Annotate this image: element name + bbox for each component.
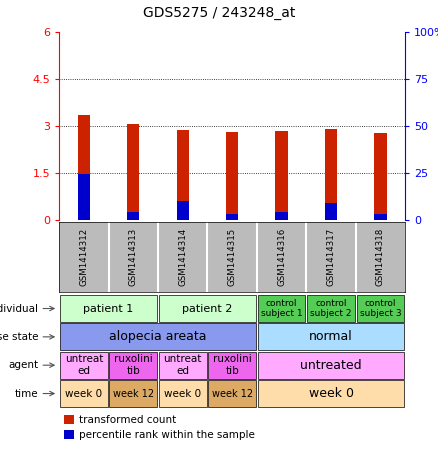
Bar <box>307 295 355 322</box>
Bar <box>374 133 387 220</box>
Bar <box>258 352 404 379</box>
Text: GDS5275 / 243248_at: GDS5275 / 243248_at <box>143 6 295 20</box>
Bar <box>60 380 108 407</box>
Text: ruxolini
tib: ruxolini tib <box>114 354 153 376</box>
Text: disease state: disease state <box>0 332 39 342</box>
Bar <box>78 115 90 220</box>
Bar <box>226 214 238 220</box>
Bar <box>208 380 256 407</box>
Text: untreat
ed: untreat ed <box>163 354 202 376</box>
Text: individual: individual <box>0 304 39 313</box>
Bar <box>325 130 337 220</box>
Text: agent: agent <box>8 360 39 370</box>
Text: untreat
ed: untreat ed <box>65 354 103 376</box>
Bar <box>177 130 189 220</box>
Text: normal: normal <box>309 330 353 343</box>
Bar <box>177 201 189 220</box>
Bar <box>357 295 404 322</box>
Text: week 12: week 12 <box>113 389 154 399</box>
Text: GSM1414312: GSM1414312 <box>79 228 88 286</box>
Bar <box>60 323 256 350</box>
Text: week 0: week 0 <box>164 389 201 399</box>
Text: ruxolini
tib: ruxolini tib <box>213 354 251 376</box>
Bar <box>208 352 256 379</box>
Text: control
subject 1: control subject 1 <box>261 299 302 318</box>
Text: control
subject 2: control subject 2 <box>310 299 352 318</box>
Text: week 0: week 0 <box>65 389 102 399</box>
Bar <box>226 132 238 220</box>
Bar <box>258 323 404 350</box>
Text: alopecia areata: alopecia areata <box>109 330 207 343</box>
Text: week 0: week 0 <box>308 387 353 400</box>
Bar <box>258 380 404 407</box>
Bar <box>325 202 337 220</box>
Text: GSM1414316: GSM1414316 <box>277 228 286 286</box>
Text: untreated: untreated <box>300 359 362 372</box>
Bar <box>127 124 139 220</box>
Text: patient 1: patient 1 <box>83 304 134 313</box>
Bar <box>60 295 157 322</box>
Text: patient 2: patient 2 <box>182 304 233 313</box>
Text: GSM1414314: GSM1414314 <box>178 228 187 286</box>
Bar <box>110 380 157 407</box>
Text: GSM1414317: GSM1414317 <box>326 228 336 286</box>
Bar <box>258 295 305 322</box>
Text: GSM1414318: GSM1414318 <box>376 228 385 286</box>
Bar <box>159 295 256 322</box>
Bar <box>78 174 90 220</box>
Bar <box>276 212 288 220</box>
Text: week 12: week 12 <box>212 389 253 399</box>
Bar <box>159 352 207 379</box>
Text: time: time <box>15 389 39 399</box>
Bar <box>276 131 288 220</box>
Bar <box>110 352 157 379</box>
Text: GSM1414313: GSM1414313 <box>129 228 138 286</box>
Bar <box>60 352 108 379</box>
Bar <box>374 214 387 220</box>
Text: control
subject 3: control subject 3 <box>360 299 401 318</box>
Bar <box>159 380 207 407</box>
Text: GSM1414315: GSM1414315 <box>228 228 237 286</box>
Legend: transformed count, percentile rank within the sample: transformed count, percentile rank withi… <box>64 415 255 440</box>
Bar <box>127 212 139 220</box>
